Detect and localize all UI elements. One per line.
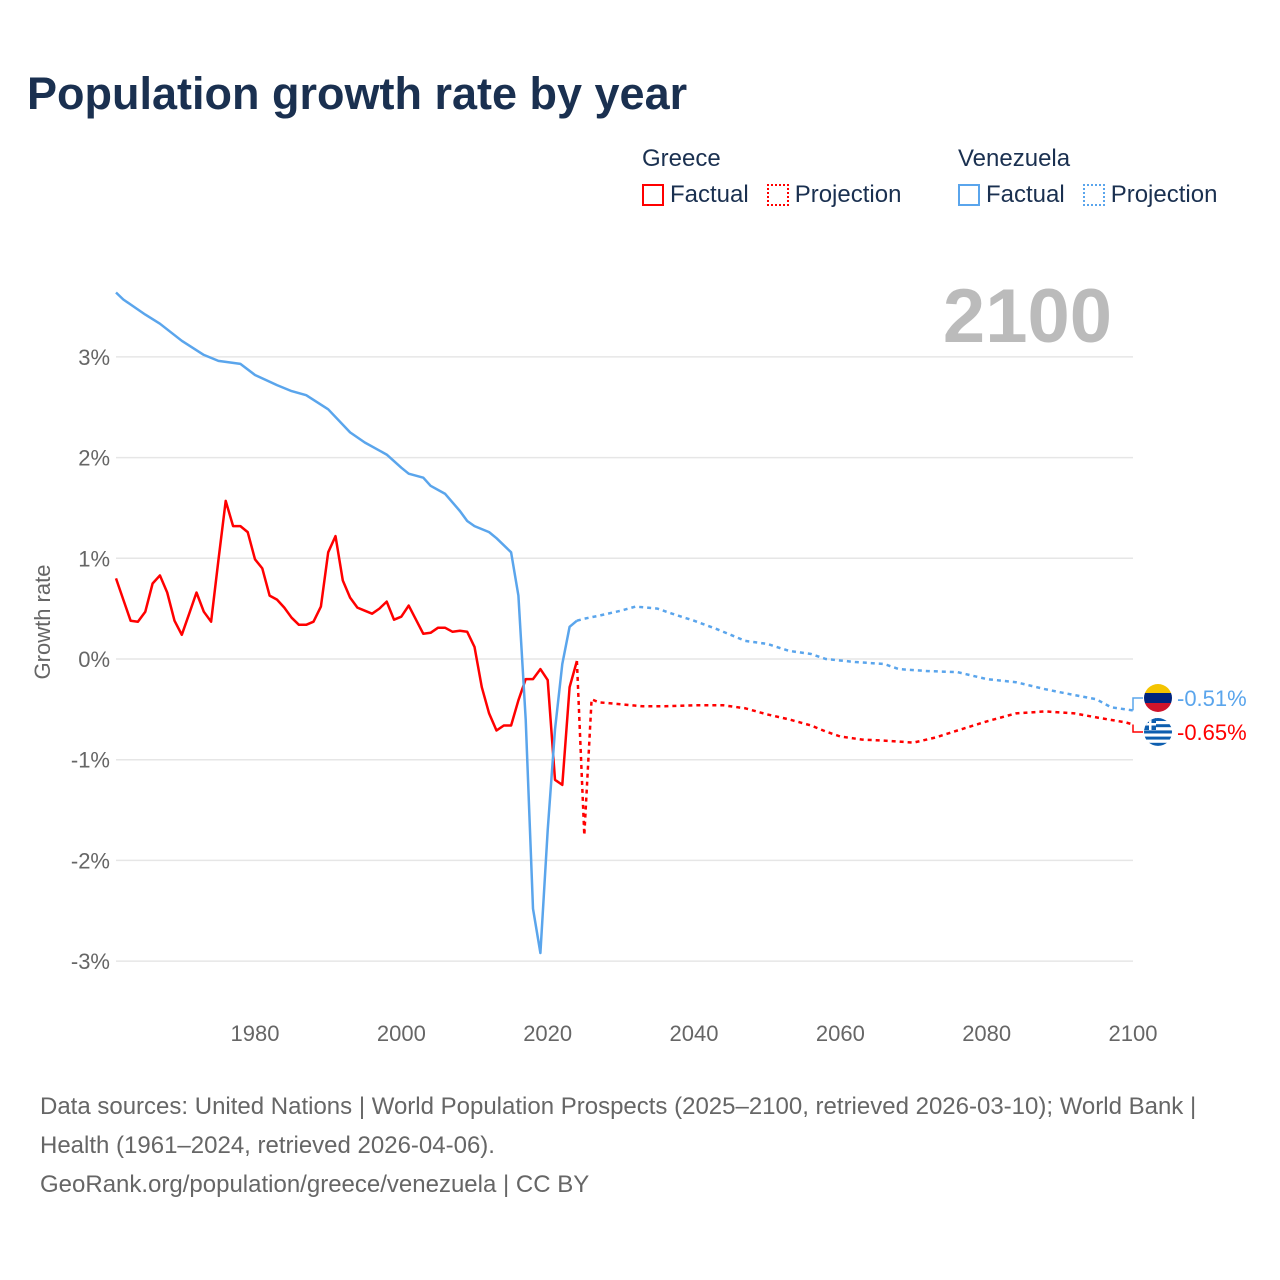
x-tick-label: 1980 xyxy=(231,1021,280,1046)
y-tick-label: -3% xyxy=(71,949,110,974)
y-tick-label: 2% xyxy=(78,446,110,471)
end-label-connector xyxy=(1132,724,1143,733)
series-line-greece-projection xyxy=(575,660,1134,837)
series-line-venezuela-factual xyxy=(115,291,578,955)
x-tick-label: 2020 xyxy=(523,1021,572,1046)
x-tick-label: 2100 xyxy=(1109,1021,1158,1046)
legend-label: Projection xyxy=(794,181,902,208)
venezuela-flag-icon xyxy=(1144,693,1172,703)
attribution-link[interactable]: GeoRank.org/population/greece/venezuela … xyxy=(40,1171,590,1198)
data-sources: Data sources: United Nations | World Pop… xyxy=(40,1093,1197,1159)
legend-swatch xyxy=(766,184,789,206)
greece-flag-icon xyxy=(1144,721,1172,725)
legend-label: Factual xyxy=(670,181,749,208)
legend-greece-projection[interactable]: Projection xyxy=(766,181,902,209)
chart-title: Population growth rate by year xyxy=(27,68,688,119)
end-value-label: -0.51% xyxy=(1177,686,1247,711)
legend-group-title: Venezuela xyxy=(958,145,1071,172)
greece-flag-icon xyxy=(1144,718,1172,722)
legend-group-title: Greece xyxy=(642,145,721,172)
y-tick-label: 1% xyxy=(78,546,110,571)
x-tick-label: 2060 xyxy=(816,1021,865,1046)
greece-flag-icon xyxy=(1144,742,1172,746)
venezuela-flag-icon xyxy=(1144,684,1172,693)
legend-venezuela: Venezuela Factual Projection xyxy=(958,145,1231,209)
legend-swatch xyxy=(642,184,664,206)
venezuela-flag-icon xyxy=(1144,703,1172,712)
footer: Data sources: United Nations | World Pop… xyxy=(40,1087,1240,1204)
x-tick-label: 2080 xyxy=(962,1021,1011,1046)
series-line-venezuela-projection xyxy=(576,605,1134,712)
greece-flag-icon xyxy=(1144,724,1172,728)
greece-flag-icon xyxy=(1144,739,1172,743)
legend-label: Factual xyxy=(986,181,1065,208)
y-tick-label: -2% xyxy=(71,848,110,873)
y-axis-label: Growth rate xyxy=(30,565,55,680)
y-tick-label: 0% xyxy=(78,647,110,672)
greece-flag-icon xyxy=(1144,723,1156,726)
legend-venezuela-factual[interactable]: Factual xyxy=(958,181,1065,209)
line-chart: 2100 3% 2% 1% 0% -1% -2% -3% 1980 2000 2020 2040 206… xyxy=(30,274,1247,1046)
x-tick-label: 2040 xyxy=(670,1021,719,1046)
greece-flag-icon xyxy=(1144,733,1172,737)
end-label-connector xyxy=(1132,697,1143,711)
end-value-label: -0.65% xyxy=(1177,720,1247,745)
legend-venezuela-projection[interactable]: Projection xyxy=(1082,181,1218,209)
greece-flag-icon xyxy=(1144,727,1172,731)
series-line-greece-factual xyxy=(114,499,579,787)
legend-label: Projection xyxy=(1110,181,1218,208)
year-indicator: 2100 xyxy=(943,274,1112,359)
greece-flag-icon xyxy=(1144,730,1172,734)
y-tick-label: 3% xyxy=(78,345,110,370)
legend-swatch xyxy=(958,184,980,206)
x-tick-label: 2000 xyxy=(377,1021,426,1046)
greece-flag-icon xyxy=(1144,736,1172,740)
legend-greece-factual[interactable]: Factual xyxy=(642,181,749,209)
legend-swatch xyxy=(1082,184,1105,206)
y-tick-label: -1% xyxy=(71,748,110,773)
legend-greece: Greece Factual Projection xyxy=(642,145,915,209)
